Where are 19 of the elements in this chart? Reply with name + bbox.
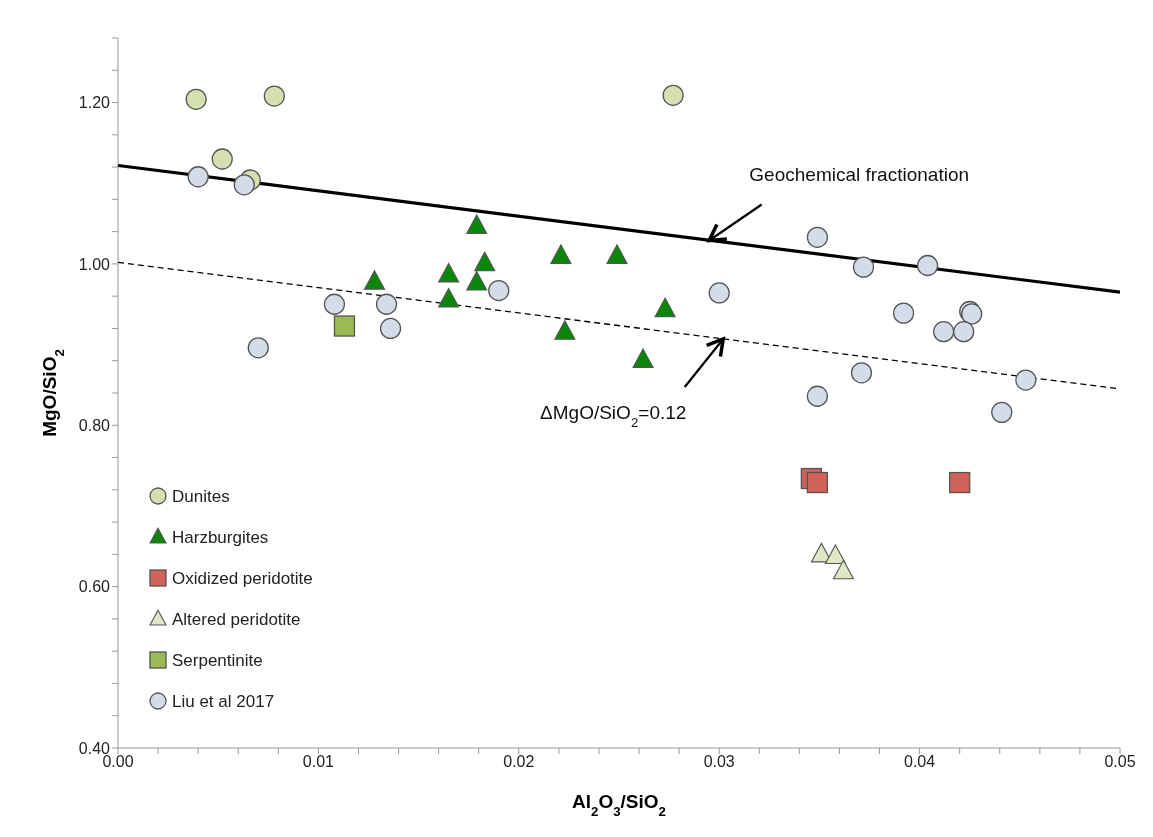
legend-label: Altered peridotite [172,610,301,629]
x-tick-label: 0.04 [904,753,936,771]
x-axis-title: Al$_{2}$O$_{3}$/SiO$_{2}$ [571,791,667,819]
legend-label: Harzburgites [172,528,269,547]
y-tick-label: 1.20 [78,94,111,112]
y-tick-label: 0.80 [78,416,111,434]
y-tick-label: 0.60 [78,578,111,596]
x-tick-label: 0.05 [1104,753,1136,771]
legend-label: Liu et al 2017 [172,692,275,711]
x-tick-label: 0.01 [302,753,335,771]
x-tick-label: 0.02 [503,753,535,771]
annotation: Geochemical fractionation [749,163,970,185]
legend-label: Oxidized peridotite [172,569,313,588]
legend-label: Serpentinite [172,651,263,670]
x-tick-label: 0.00 [102,753,134,771]
x-tick-label: 0.03 [703,753,735,771]
legend-label: Dunites [172,487,230,506]
y-tick-label: 1.00 [78,255,111,273]
annotation: ΔMgO/SiO$_{2}$=0.12 [540,401,687,430]
